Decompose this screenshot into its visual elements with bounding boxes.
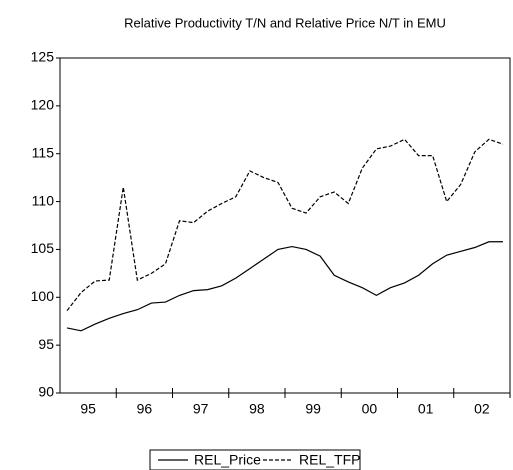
x-tick-label: 99 [305,401,321,417]
x-tick-label: 95 [80,401,96,417]
y-tick-label: 95 [38,336,54,352]
x-tick-label: 01 [418,401,434,417]
series-line [66,138,504,312]
y-tick-label: 110 [32,192,55,208]
y-tick-label: 125 [31,49,55,65]
x-tick-label: 02 [474,401,490,417]
x-tick-label: 97 [193,401,209,417]
y-tick-label: 115 [32,144,55,160]
chart-title: Relative Productivity T/N and Relative P… [124,15,446,30]
plot-frame [59,57,511,394]
y-tick-label: 100 [31,288,55,304]
x-tick-label: 98 [249,401,265,417]
series-line [66,241,503,332]
y-tick-label: 120 [31,97,55,113]
legend-label: REL_Price [194,452,261,468]
legend-label: REL_TFP [299,452,360,468]
y-tick-label: 90 [38,384,54,400]
x-tick-label: 00 [362,401,378,417]
x-tick-label: 96 [137,401,153,417]
legend-box [149,449,361,470]
y-tick-label: 105 [31,240,55,256]
